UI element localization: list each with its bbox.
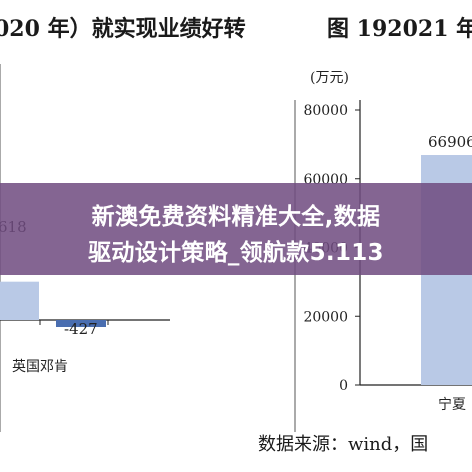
watermark-banner: 新澳免费资料精准大全,数据 驱动设计策略_领航款5.113 [0, 183, 472, 275]
y-tick-label: 0 [339, 378, 348, 394]
watermark-line-1: 新澳免费资料精准大全,数据 [91, 204, 381, 230]
left-bar-0 [0, 281, 39, 320]
bar-label-ningxia: 66906 [428, 133, 472, 151]
watermark-line-2: 驱动设计策略_领航款5.113 [88, 240, 384, 266]
left-category-label-1: 英国邓肯 [12, 358, 68, 375]
y-tick-label: 20000 [303, 309, 348, 325]
left-bar-1 [56, 320, 106, 327]
y-unit-label: (万元) [310, 70, 349, 86]
y-tick-label: 80000 [303, 103, 348, 119]
right-chart-caption: 图 192021 年 [327, 16, 472, 42]
category-label-ningxia: 宁夏 [438, 396, 466, 413]
left-bar-label-1: -427 [64, 320, 98, 338]
source-note: 数据来源：wind，国 [258, 434, 429, 455]
left-chart-caption: 020 年）就实现业绩好转 [0, 16, 246, 42]
